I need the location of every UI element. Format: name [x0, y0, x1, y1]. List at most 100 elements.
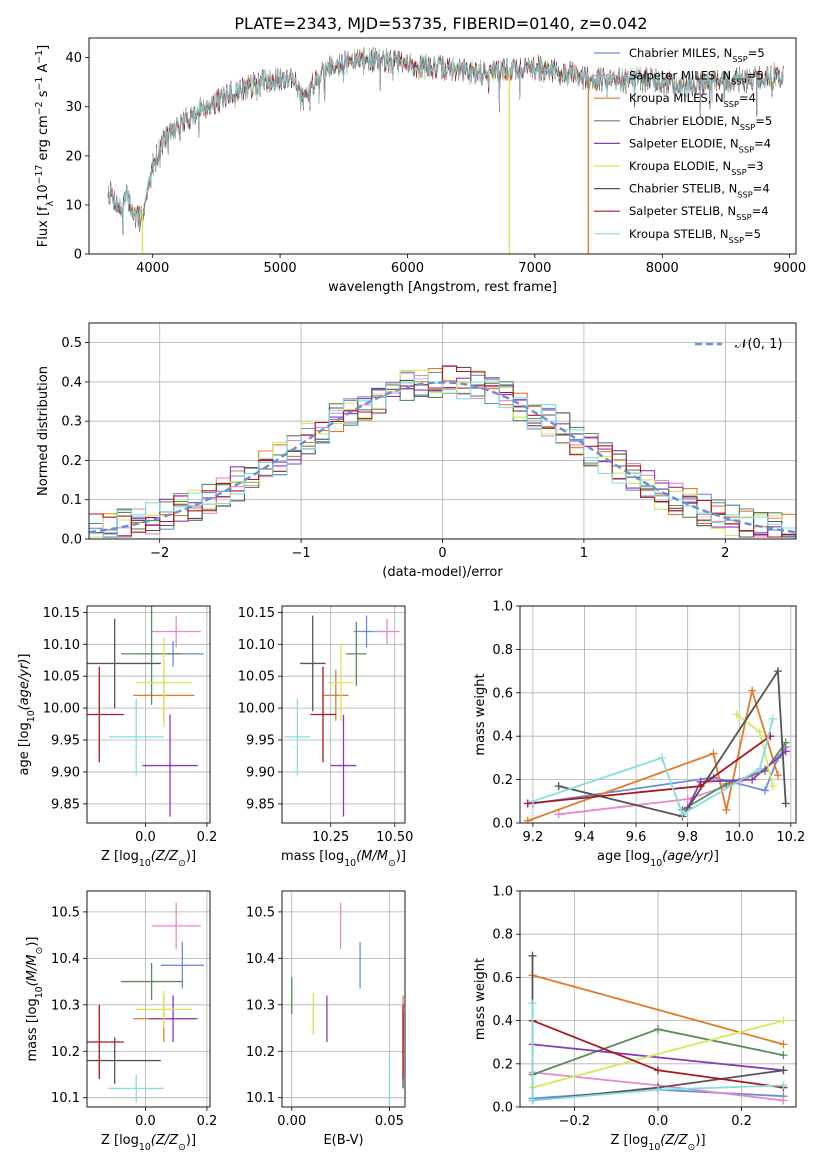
weight-marker: [654, 1025, 662, 1034]
weight-marker: [779, 1051, 788, 1060]
legend-label: Salpeter STELIB, NSSP=4: [629, 204, 769, 222]
y-tick-label: 0.6: [492, 686, 513, 701]
y-tick-label: 10.2: [51, 1045, 80, 1060]
y-tick-label: 9.90: [246, 765, 275, 780]
x-axis-label: mass [log10(M/M⊙)]: [281, 849, 406, 869]
weight-marker: [779, 1081, 788, 1090]
legend-label: 𝒩(0, 1): [735, 337, 782, 352]
y-axis-label: mass [log10(M/M⊙)]: [25, 937, 45, 1062]
weight-marker: [761, 786, 770, 795]
y-tick-label: 0.0: [492, 817, 513, 832]
x-tick-label: −0.2: [559, 1114, 591, 1129]
y-tick-label: 10.2: [246, 1045, 275, 1060]
weight-marker: [779, 1016, 788, 1025]
y-tick-label: 30: [65, 100, 82, 115]
weight-line-series-3: [527, 687, 779, 822]
weight-marker: [554, 782, 563, 791]
axes-frame: [86, 890, 211, 1108]
y-tick-label: 10.00: [43, 702, 80, 717]
x-tick-label: 0.0: [135, 1114, 156, 1129]
axes-frame: [86, 605, 211, 824]
weight-marker: [755, 764, 764, 773]
normal-reference-curve: [89, 381, 796, 534]
y-tick-label: 10.10: [43, 638, 80, 653]
y-axis-label: mass weight: [473, 673, 488, 755]
mass-vs-Z-panel: 0.0 0.2 10.1 10.2 10.3 10.4 10.5 Z [log10(Z/Z⊙)…: [25, 890, 217, 1153]
x-tick-label: 10.0: [725, 830, 754, 845]
x-axis-label: (data-model)/error: [382, 565, 503, 580]
age-vs-mass-panel: 10.25 10.50 9.85 9.90 9.95 10.00 10.05 10.10 10.…: [238, 605, 413, 869]
x-axis-label: Z [log10(Z/Z⊙)]: [101, 1133, 196, 1153]
weight-vs-age-panel: 9.2 9.4 9.6 9.8 10.0 10.2 0.0 0.2 0.4 0.6 0.8 1.0 ag…: [473, 600, 805, 869]
weight-line-series-3: [532, 974, 784, 1046]
y-tick-label: 9.90: [51, 765, 80, 780]
y-tick-label: 0.8: [492, 643, 513, 658]
x-tick-label: 0.2: [197, 830, 218, 845]
age-vs-Z-panel: 0.0 0.2 9.85 9.90 9.95 10.00 10.05 10.10 10.15 Z …: [17, 605, 218, 869]
weight-line-series-9: [531, 1003, 784, 1102]
spectrum-legend: Chabrier MILES, NSSP=5 Salpeter MILES, NS…: [594, 46, 772, 245]
weight-marker: [523, 816, 532, 823]
axes-frame: [281, 890, 406, 1108]
weight-marker: [709, 749, 718, 758]
residual-histogram-series-4: [89, 381, 796, 538]
y-tick-label: 9.85: [246, 797, 275, 812]
y-tick-label: 10.05: [43, 670, 80, 685]
weight-marker: [528, 951, 537, 960]
weight-line-series-5: [686, 750, 787, 809]
weight-marker: [779, 1096, 788, 1105]
y-tick-label: 0.4: [492, 1014, 513, 1029]
age-vs-Z-plot-area: [87, 606, 204, 817]
x-tick-label: 0.05: [375, 1114, 404, 1129]
y-tick-label: 1.0: [492, 885, 513, 900]
weight-marker: [779, 1040, 788, 1049]
y-tick-label: 0.8: [492, 928, 513, 943]
weight-line-series-8: [527, 735, 771, 805]
weight-line-series-7: [558, 668, 787, 818]
mass-vs-ebv-plot-area: [291, 902, 404, 1107]
y-tick-label: 10.10: [238, 638, 275, 653]
page-title: PLATE=2343, MJD=53735, FIBERID=0140, z=0…: [234, 14, 647, 33]
legend-label: Kroupa ELODIE, NSSP=3: [629, 159, 764, 177]
weight-marker: [768, 714, 777, 723]
legend-label: Kroupa MILES, NSSP=4: [629, 91, 756, 109]
weight-vs-age-plot-area: [523, 667, 790, 823]
x-tick-label: 1: [580, 546, 588, 561]
y-tick-label: 10.00: [238, 702, 275, 717]
y-tick-label: 1.0: [492, 600, 513, 615]
y-tick-label: 10.15: [43, 606, 80, 621]
weight-marker: [657, 753, 666, 762]
y-tick-label: 10.4: [246, 952, 275, 967]
y-tick-label: 10.4: [51, 952, 80, 967]
x-tick-label: 8000: [646, 261, 679, 276]
weight-marker: [722, 805, 731, 814]
x-tick-label: 10.50: [376, 830, 413, 845]
weight-line-series-5: [532, 1043, 784, 1072]
y-tick-label: 10.05: [238, 670, 275, 685]
y-axis-label: mass weight: [473, 958, 488, 1040]
residual-histogram-series-8: [89, 365, 796, 538]
x-axis-label: Z [log10(Z/Z⊙)]: [610, 1133, 705, 1153]
x-axis-label: wavelength [Angstrom, rest frame]: [328, 280, 557, 295]
weight-vs-Z-panel: −0.2 0.0 0.2 0.0 0.2 0.4 0.6 0.8 1.0 Z [log10(Z/Z…: [473, 885, 797, 1153]
weight-marker: [528, 1096, 537, 1105]
mass-vs-Z-plot-area: [87, 902, 204, 1103]
y-tick-label: 0.2: [61, 454, 82, 469]
legend-label: Chabrier STELIB, NSSP=4: [629, 182, 770, 200]
x-tick-label: 9.8: [677, 830, 698, 845]
weight-marker: [696, 782, 705, 791]
residual-legend: 𝒩(0, 1): [695, 337, 782, 352]
weight-marker: [781, 799, 790, 808]
x-tick-label: 9.2: [523, 830, 544, 845]
weight-marker: [683, 795, 692, 804]
y-tick-label: 10.5: [246, 905, 275, 920]
weight-line-series-6: [532, 1019, 784, 1089]
axes-frame: [88, 37, 797, 255]
y-tick-label: 10.15: [238, 606, 275, 621]
weight-marker: [773, 771, 782, 780]
weight-marker: [528, 999, 537, 1008]
y-tick-label: 20: [65, 149, 82, 164]
y-tick-label: 0.2: [492, 1057, 513, 1072]
y-tick-label: 0.1: [61, 493, 82, 508]
